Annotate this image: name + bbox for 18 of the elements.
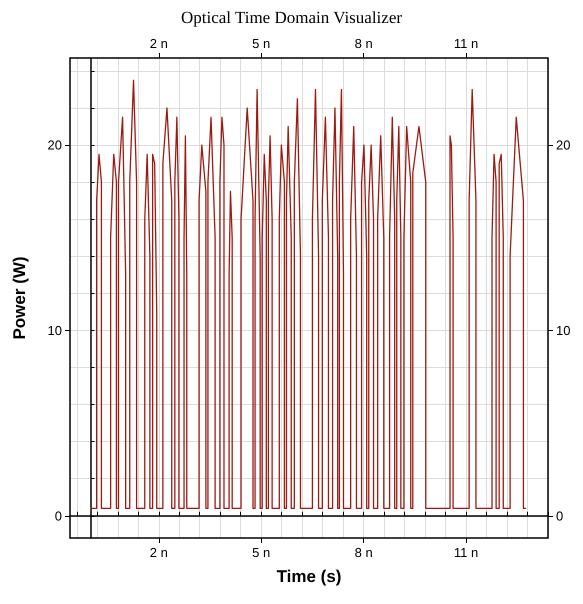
y-tick-label: 0 <box>54 508 62 524</box>
x2-tick-label: 8 n <box>354 36 373 51</box>
x-tick-label: 5 n <box>252 545 270 560</box>
x-tick-label: 8 n <box>354 545 373 560</box>
y-tick-label: 10 <box>48 322 62 338</box>
x2-tick-label: 11 n <box>454 36 478 51</box>
x2-tick-label: 5 n <box>252 36 270 51</box>
x-axis-title: Time (s) <box>276 567 342 586</box>
y2-tick-label: 0 <box>556 508 564 524</box>
chart-title: Optical Time Domain Visualizer <box>180 8 402 27</box>
x-tick-label: 11 n <box>454 545 478 560</box>
line-series <box>90 80 527 509</box>
y-axis-title: Power (W) <box>10 256 29 340</box>
x-tick-label: 2 n <box>150 545 168 560</box>
y-tick-label: 20 <box>48 138 62 153</box>
y2-tick-label: 20 <box>556 138 570 153</box>
y2-tick-label: 10 <box>556 322 570 338</box>
x2-tick-label: 2 n <box>150 36 168 51</box>
